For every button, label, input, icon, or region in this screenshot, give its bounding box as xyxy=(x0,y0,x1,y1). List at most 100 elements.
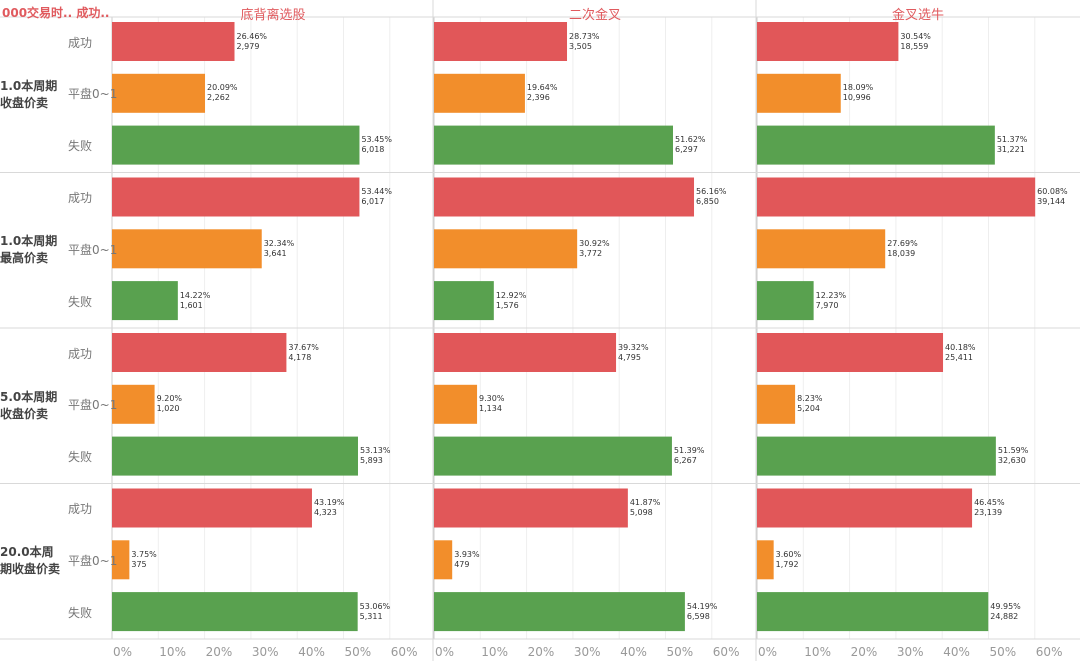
data-label-percent: 49.95% xyxy=(990,601,1021,611)
data-label: 37.67% 4,178 xyxy=(288,343,319,363)
data-label-percent: 30.92% xyxy=(579,238,610,248)
group-label: 1.0本周期收盘价卖 xyxy=(0,78,58,110)
bar xyxy=(434,333,617,372)
data-label-percent: 26.46% xyxy=(236,31,268,41)
data-label-count: 2,396 xyxy=(526,93,550,103)
data-label-percent: 51.62% xyxy=(675,135,706,145)
group-label: 5.0本周期收盘价卖 xyxy=(0,389,58,421)
data-label-percent: 41.87% xyxy=(629,498,661,507)
data-label-percent: 9.30% xyxy=(479,394,505,404)
data-label: 3.60% 1,792 xyxy=(776,550,801,570)
data-label-percent: 53.13% xyxy=(359,446,391,456)
data-label-percent: 56.16% xyxy=(696,187,727,196)
bar xyxy=(757,384,796,424)
x-tick-label: 20% xyxy=(205,645,233,659)
data-label-count: 2,262 xyxy=(207,93,230,103)
data-label: 49.95% 24,882 xyxy=(990,602,1021,622)
data-label-percent: 40.18% xyxy=(945,342,976,352)
bar xyxy=(112,488,312,528)
data-label-count: 4,323 xyxy=(313,508,337,517)
data-label-percent: 53.06% xyxy=(359,601,391,611)
x-tick-label: 10% xyxy=(159,645,186,659)
data-label-percent: 3.75% xyxy=(131,549,157,559)
data-label-count: 1,576 xyxy=(495,300,519,310)
data-label: 14.22% 1,601 xyxy=(180,291,211,311)
bar xyxy=(112,177,360,217)
bar xyxy=(434,540,453,580)
x-tick-label: 50% xyxy=(666,645,694,659)
bar xyxy=(434,281,494,321)
bar xyxy=(757,281,814,321)
x-tick-label: 50% xyxy=(989,645,1017,659)
data-label-count: 3,641 xyxy=(263,248,287,258)
data-label-percent: 20.09% xyxy=(207,83,238,93)
column-title: 金叉选牛 xyxy=(891,8,944,23)
data-label: 39.32% 4,795 xyxy=(618,343,649,363)
data-label: 26.46% 2,979 xyxy=(237,32,268,52)
bar xyxy=(112,281,178,321)
bar xyxy=(112,73,206,113)
data-label-percent: 60.08% xyxy=(1037,187,1068,196)
data-label-count: 1,792 xyxy=(775,559,799,569)
x-tick-label: 60% xyxy=(1035,645,1063,659)
data-label: 27.69% 18,039 xyxy=(887,239,918,259)
category-label: 成功 xyxy=(68,191,93,205)
data-label-percent: 12.92% xyxy=(495,290,527,300)
bar xyxy=(112,384,155,424)
group-label: 1.0本周期最高价卖 xyxy=(0,234,58,266)
category-label: 失败 xyxy=(68,294,93,309)
data-label: 18.09% 10,996 xyxy=(843,83,874,103)
data-label-count: 1,601 xyxy=(179,300,203,310)
data-label-count: 24,882 xyxy=(990,611,1019,621)
data-label: 3.93% 479 xyxy=(454,550,479,570)
category-label: 失败 xyxy=(68,450,93,465)
bar xyxy=(757,22,899,61)
data-label-percent: 30.54% xyxy=(900,31,931,41)
category-label: 平盘0~1 xyxy=(68,553,118,568)
x-tick-label: 10% xyxy=(481,645,508,659)
category-label: 平盘0~1 xyxy=(68,87,118,102)
data-label: 3.75% 375 xyxy=(131,550,156,570)
data-label-count: 375 xyxy=(131,559,147,569)
bar xyxy=(434,436,672,476)
data-label-percent: 14.22% xyxy=(179,290,211,300)
data-label-percent: 32.34% xyxy=(263,238,295,248)
data-label: 40.18% 25,411 xyxy=(945,343,976,363)
data-label-count: 6,297 xyxy=(675,145,698,155)
data-label-count: 10,996 xyxy=(842,93,871,103)
bar xyxy=(112,229,262,269)
x-tick-label: 20% xyxy=(850,645,878,659)
data-label-count: 5,311 xyxy=(359,611,383,621)
bar xyxy=(434,125,674,165)
data-label-percent: 51.39% xyxy=(673,446,705,456)
x-tick-label: 30% xyxy=(573,645,601,659)
data-label-percent: 54.19% xyxy=(686,601,718,611)
data-label-count: 18,039 xyxy=(887,248,916,258)
bar xyxy=(434,592,685,632)
data-label-percent: 8.23% xyxy=(797,394,823,404)
data-label-percent: 9.20% xyxy=(156,394,183,404)
bar xyxy=(434,177,695,217)
x-tick-label: 60% xyxy=(712,645,740,659)
data-label-percent: 43.19% xyxy=(313,498,345,507)
bar xyxy=(112,540,130,580)
bar xyxy=(434,488,628,528)
bar xyxy=(757,436,996,476)
data-label-count: 7,970 xyxy=(815,300,839,310)
data-label: 54.19% 6,598 xyxy=(687,602,718,622)
data-label: 51.59% 32,630 xyxy=(998,446,1029,466)
data-label: 30.54% 18,559 xyxy=(900,32,931,52)
data-label: 32.34% 3,641 xyxy=(264,239,295,259)
data-label-count: 5,204 xyxy=(797,404,820,414)
category-label: 失败 xyxy=(68,139,93,154)
x-tick-label: 20% xyxy=(527,645,555,659)
data-label-count: 4,178 xyxy=(288,352,312,362)
data-label-count: 2,979 xyxy=(236,41,260,51)
data-label: 12.23% 7,970 xyxy=(816,291,847,311)
column-title: 二次金叉 xyxy=(568,8,621,23)
bar xyxy=(112,592,358,632)
x-tick-label: 60% xyxy=(390,645,418,659)
data-label: 53.06% 5,311 xyxy=(360,602,391,622)
data-label-count: 479 xyxy=(454,559,470,569)
